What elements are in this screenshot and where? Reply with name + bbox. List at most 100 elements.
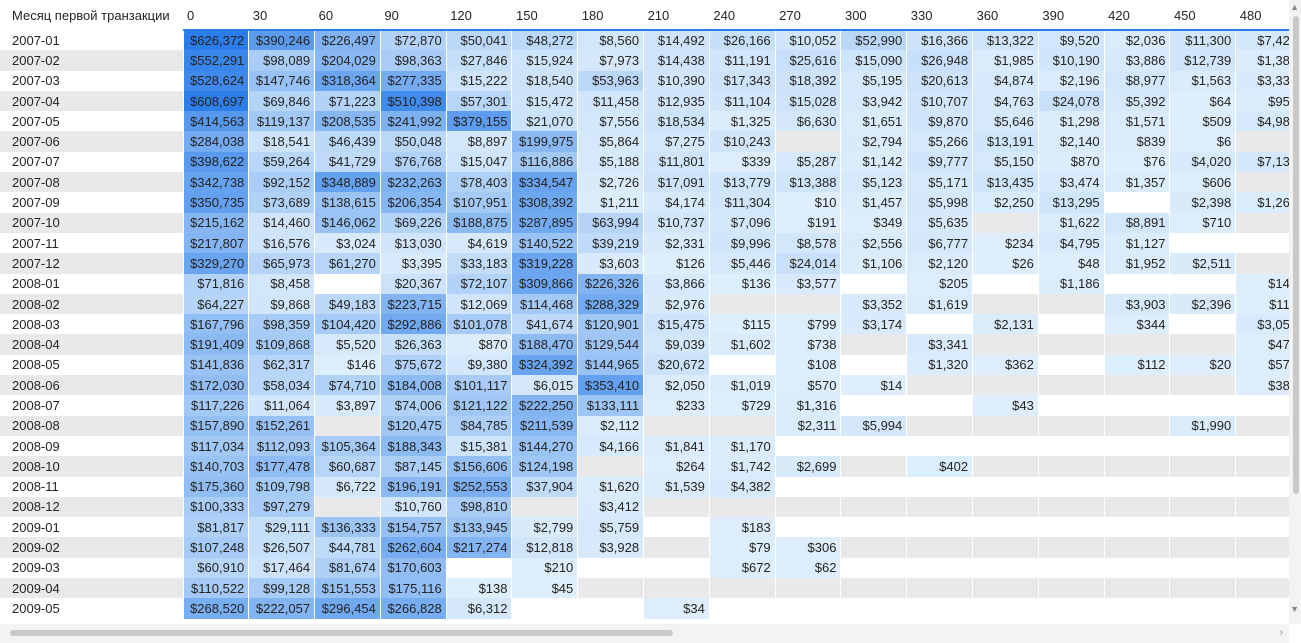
matrix-cell[interactable]: $277,335: [379, 70, 447, 91]
matrix-cell[interactable]: $5,646: [972, 111, 1039, 132]
matrix-cell[interactable]: $402: [906, 456, 973, 477]
matrix-cell[interactable]: $9,039: [643, 334, 710, 355]
matrix-cell[interactable]: [577, 456, 644, 477]
matrix-cell[interactable]: $3,024: [314, 232, 381, 254]
matrix-cell[interactable]: $62,317: [248, 354, 315, 376]
matrix-cell[interactable]: $262,604: [379, 537, 447, 558]
scroll-right-arrow-icon[interactable]: ›: [1279, 627, 1283, 638]
matrix-cell[interactable]: $120,901: [577, 314, 644, 335]
matrix-cell[interactable]: $3,174: [840, 314, 907, 335]
matrix-cell[interactable]: $1,619: [906, 293, 973, 315]
row-header-label[interactable]: 2007-01: [0, 30, 183, 51]
matrix-cell[interactable]: [1235, 476, 1289, 497]
matrix-cell[interactable]: $2,131: [972, 314, 1039, 335]
matrix-cell[interactable]: $5,195: [840, 70, 907, 91]
matrix-cell[interactable]: $140,522: [511, 232, 578, 254]
matrix-cell[interactable]: [1169, 314, 1236, 335]
matrix-cell[interactable]: $8,977: [1103, 70, 1170, 91]
matrix-cell[interactable]: [1235, 435, 1289, 457]
matrix-cell[interactable]: $60,687: [314, 456, 381, 477]
matrix-cell[interactable]: $1,142: [840, 151, 907, 173]
matrix-cell[interactable]: [1235, 578, 1289, 599]
matrix-cell[interactable]: $252,553: [445, 476, 512, 497]
row-header-label[interactable]: 2007-09: [0, 192, 183, 213]
matrix-cell[interactable]: $18,540: [511, 70, 578, 91]
matrix-cell[interactable]: [1103, 192, 1170, 213]
column-header-390[interactable]: 390: [1042, 7, 1065, 23]
matrix-cell[interactable]: $46,439: [314, 131, 381, 152]
matrix-cell[interactable]: $3,942: [840, 90, 907, 112]
matrix-cell[interactable]: $10,737: [643, 212, 710, 233]
column-header-450[interactable]: 450: [1173, 7, 1196, 23]
matrix-cell[interactable]: $2,398: [1169, 192, 1236, 213]
matrix-cell[interactable]: $5,994: [840, 415, 907, 436]
matrix-cell[interactable]: $20,367: [379, 273, 447, 294]
matrix-cell[interactable]: $112,093: [248, 435, 315, 457]
matrix-cell[interactable]: $16,366: [906, 30, 973, 51]
row-header-label[interactable]: 2007-11: [0, 232, 183, 254]
matrix-cell[interactable]: $1,985: [972, 50, 1039, 71]
matrix-cell[interactable]: [774, 131, 841, 152]
matrix-cell[interactable]: [708, 293, 776, 315]
matrix-cell[interactable]: [445, 557, 512, 579]
matrix-cell[interactable]: $1,263: [1235, 192, 1289, 213]
matrix-cell[interactable]: $26: [972, 253, 1039, 274]
matrix-cell[interactable]: $49,183: [314, 293, 381, 315]
matrix-cell[interactable]: [577, 598, 644, 619]
matrix-cell[interactable]: $1,106: [840, 253, 907, 274]
matrix-cell[interactable]: $13,779: [708, 172, 776, 193]
matrix-cell[interactable]: $72,870: [379, 30, 447, 51]
matrix-cell[interactable]: $73,689: [248, 192, 315, 213]
matrix-cell[interactable]: $27,846: [445, 50, 512, 71]
matrix-cell[interactable]: $1,620: [577, 476, 644, 497]
matrix-cell[interactable]: $140: [1235, 273, 1289, 294]
matrix-cell[interactable]: $57,301: [445, 90, 512, 112]
matrix-cell[interactable]: $10,190: [1037, 50, 1105, 71]
matrix-cell[interactable]: $3,412: [577, 496, 644, 518]
matrix-cell[interactable]: $69,226: [379, 212, 447, 233]
matrix-cell[interactable]: $626,372: [182, 30, 249, 51]
matrix-cell[interactable]: $4,166: [577, 435, 644, 457]
matrix-cell[interactable]: [1169, 557, 1236, 579]
column-header-150[interactable]: 150: [515, 7, 538, 23]
matrix-cell[interactable]: $264: [643, 456, 710, 477]
matrix-cell[interactable]: [1037, 334, 1105, 355]
matrix-cell[interactable]: $26,166: [708, 30, 776, 51]
matrix-cell[interactable]: $64: [1169, 90, 1236, 112]
matrix-cell[interactable]: $4,174: [643, 192, 710, 213]
matrix-cell[interactable]: [972, 435, 1039, 457]
matrix-cell[interactable]: $156,606: [445, 456, 512, 477]
matrix-cell[interactable]: [840, 456, 907, 477]
matrix-cell[interactable]: [708, 598, 776, 619]
matrix-cell[interactable]: $10,707: [906, 90, 973, 112]
matrix-cell[interactable]: [1037, 375, 1105, 396]
matrix-cell[interactable]: $319,228: [511, 253, 578, 274]
matrix-cell[interactable]: [840, 496, 907, 518]
matrix-cell[interactable]: [774, 598, 841, 619]
matrix-cell[interactable]: $6,722: [314, 476, 381, 497]
matrix-cell[interactable]: $1,316: [774, 395, 841, 416]
matrix-cell[interactable]: [972, 557, 1039, 579]
matrix-cell[interactable]: $17,464: [248, 557, 315, 579]
row-header-label[interactable]: 2007-08: [0, 172, 183, 193]
matrix-cell[interactable]: $205: [906, 273, 973, 294]
matrix-cell[interactable]: $223,715: [379, 293, 447, 315]
matrix-cell[interactable]: $177,478: [248, 456, 315, 477]
matrix-cell[interactable]: $11,104: [708, 90, 776, 112]
matrix-cell[interactable]: $339: [708, 151, 776, 173]
matrix-cell[interactable]: $3,928: [577, 537, 644, 558]
matrix-cell[interactable]: $9,870: [906, 111, 973, 132]
matrix-cell[interactable]: $1,622: [1037, 212, 1105, 233]
matrix-cell[interactable]: $296,454: [314, 598, 381, 619]
matrix-cell[interactable]: [906, 375, 973, 396]
matrix-cell[interactable]: $8,891: [1103, 212, 1170, 233]
matrix-cell[interactable]: [972, 537, 1039, 558]
matrix-cell[interactable]: $75,672: [379, 354, 447, 376]
matrix-cell[interactable]: $78,403: [445, 172, 512, 193]
matrix-cell[interactable]: $324,392: [511, 354, 578, 376]
matrix-cell[interactable]: $196,191: [379, 476, 447, 497]
column-header-30[interactable]: 30: [252, 7, 268, 23]
matrix-cell[interactable]: $71,816: [182, 273, 249, 294]
matrix-cell[interactable]: $4,763: [972, 90, 1039, 112]
matrix-cell[interactable]: $191: [774, 212, 841, 233]
